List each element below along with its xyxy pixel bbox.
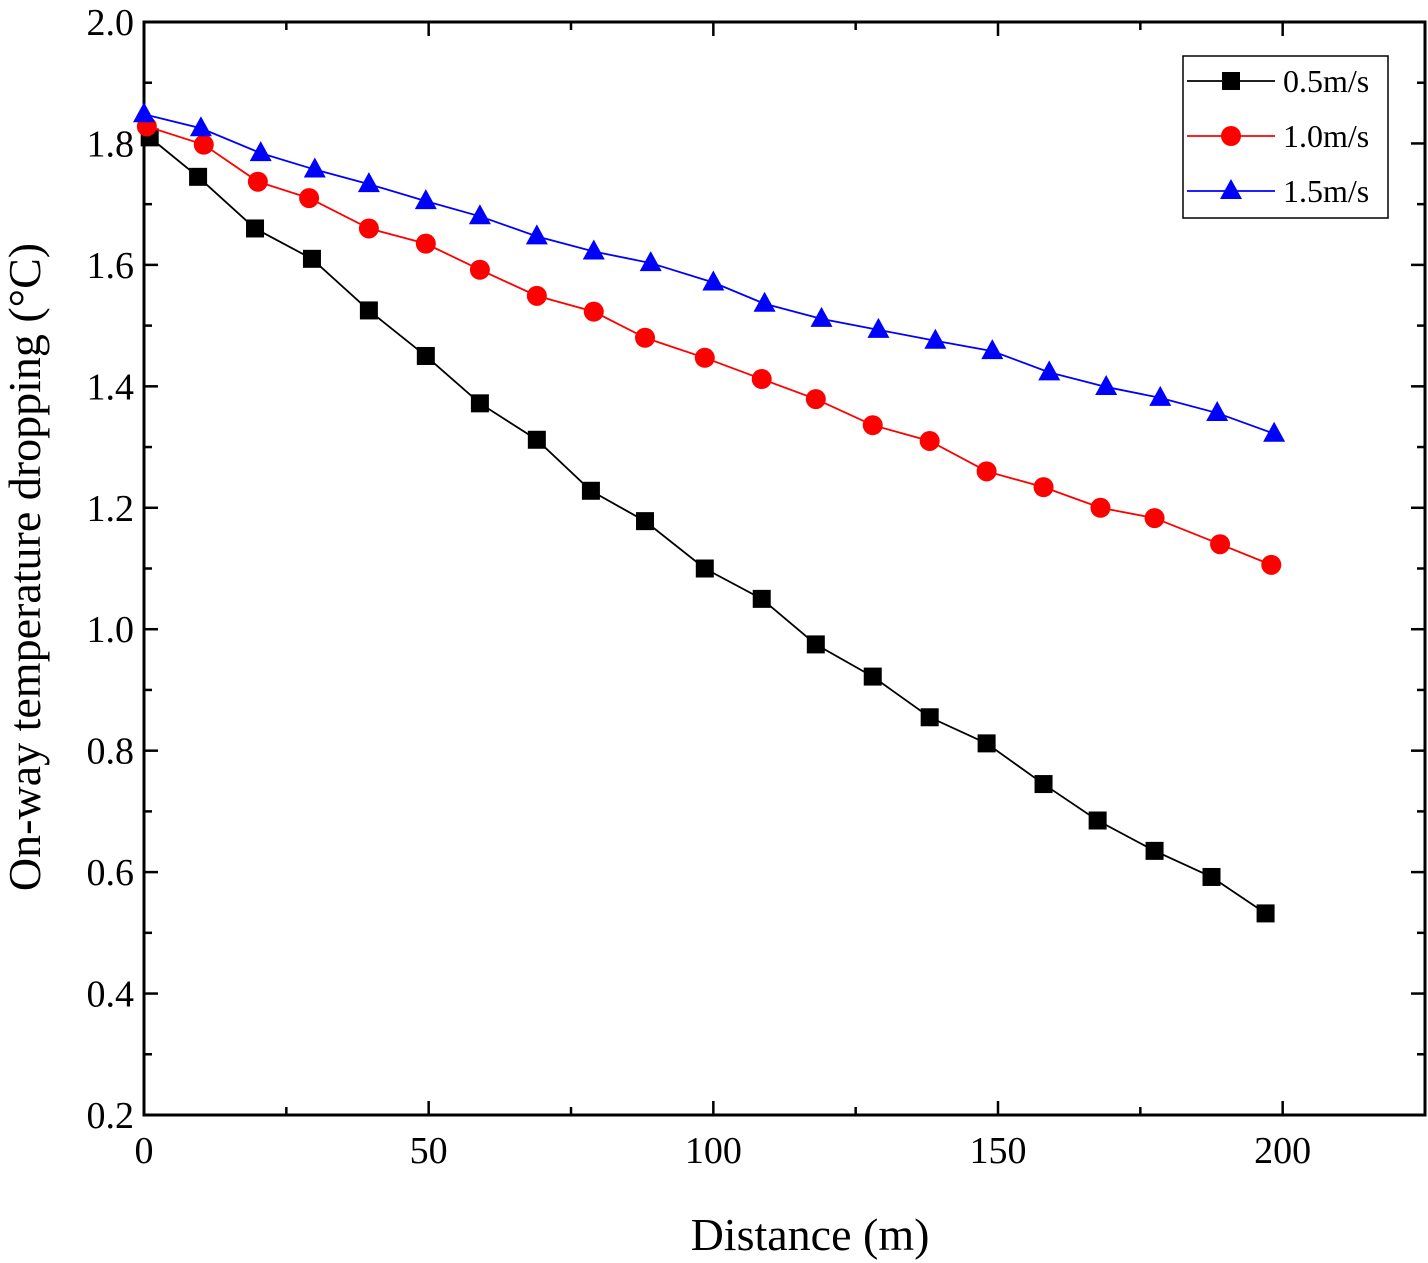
legend-label: 1.5m/s: [1283, 173, 1369, 209]
data-point: [1256, 904, 1275, 923]
data-point: [247, 171, 268, 192]
data-point: [525, 224, 548, 245]
data-point: [863, 667, 882, 686]
y-tick-label: 1.2: [87, 488, 135, 530]
y-tick-label: 0.2: [87, 1095, 135, 1137]
y-tick-label: 2.0: [87, 2, 135, 44]
data-point: [810, 306, 833, 327]
data-point: [977, 734, 996, 753]
data-point: [636, 512, 655, 531]
data-point: [357, 172, 380, 193]
data-point: [1202, 867, 1221, 886]
data-point: [639, 251, 662, 272]
data-point: [470, 394, 489, 413]
data-point: [867, 317, 890, 338]
data-point: [1144, 508, 1165, 529]
data-point: [526, 285, 547, 306]
x-tick-label: 150: [970, 1130, 1027, 1172]
data-point: [189, 116, 212, 137]
data-point: [415, 233, 436, 254]
data-point: [862, 415, 883, 436]
data-point: [1263, 421, 1286, 442]
legend-marker: [1221, 126, 1241, 146]
data-point: [1033, 477, 1054, 498]
data-point: [1038, 360, 1061, 381]
data-point: [924, 328, 947, 349]
data-point: [581, 481, 600, 500]
data-point: [302, 249, 321, 268]
series-0.5m/s: [140, 128, 1275, 923]
data-point: [1088, 811, 1107, 830]
y-tick-label: 0.8: [87, 731, 135, 773]
legend: 0.5m/s 1.0m/s 1.5m/s: [1182, 55, 1389, 219]
legend-label: 0.5m/s: [1283, 63, 1369, 99]
data-point: [976, 461, 997, 482]
data-point: [1034, 775, 1053, 794]
y-tick-label: 0.4: [87, 974, 135, 1016]
data-point: [920, 708, 939, 727]
data-point: [695, 559, 714, 578]
data-point: [249, 141, 272, 162]
data-point: [1095, 374, 1118, 395]
data-point: [1090, 497, 1111, 518]
data-point: [416, 346, 435, 365]
legend-marker: [1222, 72, 1240, 90]
series-1.0m/s: [136, 116, 1282, 575]
legend-label: 1.0m/s: [1283, 118, 1369, 154]
x-tick-label: 100: [685, 1130, 742, 1172]
data-point: [753, 291, 776, 312]
data-point: [752, 589, 771, 608]
data-point: [189, 167, 208, 186]
y-tick-label: 1.6: [87, 245, 135, 287]
series-1.5m/s: [133, 102, 1286, 442]
data-point: [919, 430, 940, 451]
data-point: [694, 347, 715, 368]
legend-marker: [1220, 179, 1242, 199]
y-tick-label: 1.4: [87, 366, 135, 408]
data-point: [133, 102, 155, 123]
data-point: [583, 301, 604, 322]
data-point: [805, 389, 826, 410]
data-point: [981, 339, 1004, 360]
y-axis-title: On-way temperature dropping (°C): [0, 243, 50, 891]
x-tick-label: 50: [410, 1130, 448, 1172]
data-point: [806, 635, 825, 654]
data-point: [359, 301, 378, 320]
data-point: [303, 157, 326, 178]
legend-item: 0.5m/s: [1187, 63, 1369, 99]
y-tick-label: 1.8: [87, 123, 135, 165]
x-tick-label: 200: [1254, 1130, 1311, 1172]
data-point: [635, 327, 656, 348]
data-point: [358, 218, 379, 239]
data-point: [751, 369, 772, 390]
data-point: [1145, 841, 1164, 860]
data-point: [1210, 534, 1231, 555]
data-point: [1149, 385, 1172, 406]
data-point: [469, 259, 490, 280]
y-tick-label: 1.0: [87, 609, 135, 651]
data-point: [299, 188, 320, 209]
x-axis-title: Distance (m): [691, 1209, 930, 1260]
data-point: [468, 204, 491, 225]
data-point: [702, 270, 725, 291]
data-point: [1206, 401, 1229, 422]
data-point: [582, 239, 605, 260]
x-tick-label: 0: [135, 1130, 154, 1172]
data-point: [527, 430, 546, 449]
legend-item: 1.0m/s: [1187, 118, 1369, 154]
ticks-layer: 0 50 100 150 200 0.2 0.4 0.6 0.8 1.0 1.2 1.4 1.6 1.8 2…: [87, 2, 1427, 1172]
series-layer: [133, 102, 1286, 923]
legend-item: 1.5m/s: [1187, 173, 1369, 209]
y-tick-label: 0.6: [87, 852, 135, 894]
data-point: [414, 189, 437, 210]
data-point: [1261, 554, 1282, 575]
data-point: [193, 134, 214, 155]
data-point: [246, 219, 265, 238]
